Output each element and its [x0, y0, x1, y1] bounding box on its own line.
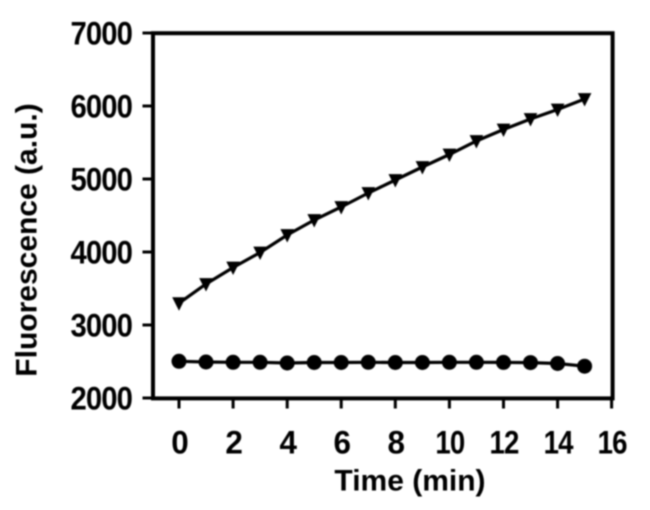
svg-text:8: 8 — [388, 424, 405, 460]
svg-text:6: 6 — [333, 424, 350, 460]
svg-text:7000: 7000 — [71, 16, 133, 52]
svg-text:10: 10 — [435, 424, 464, 460]
svg-text:5000: 5000 — [71, 162, 133, 198]
svg-text:14: 14 — [544, 424, 574, 460]
svg-text:4000: 4000 — [71, 235, 133, 271]
svg-text:12: 12 — [490, 424, 519, 460]
svg-text:2000: 2000 — [71, 381, 133, 417]
svg-text:16: 16 — [598, 424, 627, 460]
svg-text:Time (min): Time (min) — [334, 464, 485, 497]
svg-text:0: 0 — [171, 424, 188, 460]
svg-text:6000: 6000 — [71, 89, 133, 125]
svg-text:3000: 3000 — [71, 308, 133, 344]
svg-text:4: 4 — [279, 424, 296, 460]
svg-text:Fluorescence (a.u.): Fluorescence (a.u.) — [11, 103, 44, 376]
svg-text:2: 2 — [225, 424, 242, 460]
